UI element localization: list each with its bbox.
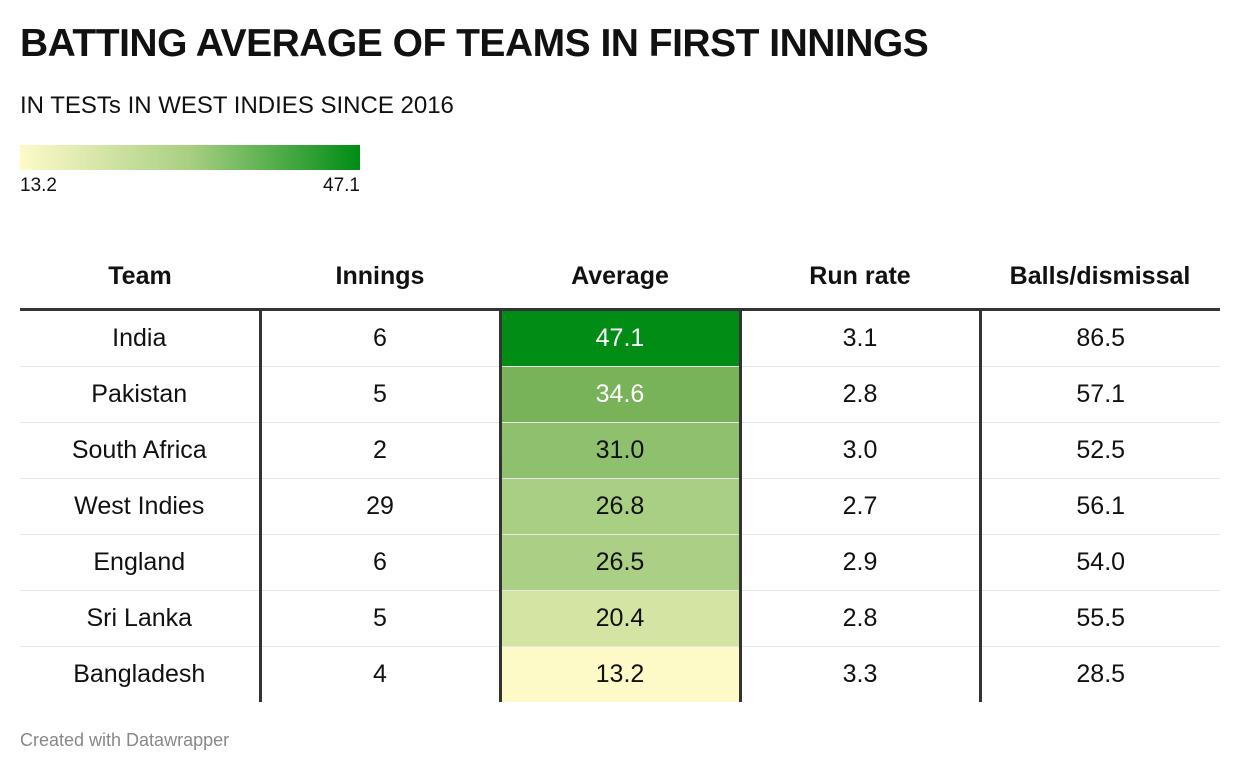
cell-innings: 6 <box>260 534 502 591</box>
cell-team: Pakistan <box>20 366 262 423</box>
cell-average: 47.1 <box>500 309 742 367</box>
cell-average: 34.6 <box>500 366 742 423</box>
cell-innings: 2 <box>260 422 502 479</box>
cell-balls: 55.5 <box>980 590 1220 647</box>
chart-subtitle: IN TESTs IN WEST INDIES SINCE 2016 <box>20 92 454 119</box>
table-row: Sri Lanka 5 20.4 2.8 55.5 <box>20 590 1220 647</box>
cell-balls: 57.1 <box>980 366 1220 423</box>
cell-balls: 28.5 <box>1076 660 1126 688</box>
color-legend: 13.2 47.1 <box>20 145 360 197</box>
table-row: India 6 47.1 3.1 86.5 <box>20 309 1220 367</box>
cell-innings: 6 <box>260 309 502 367</box>
column-header[interactable]: Team <box>20 244 260 311</box>
cell-team: England <box>20 534 262 591</box>
cell-innings: 29 <box>260 478 502 535</box>
cell-innings: 5 <box>260 590 502 647</box>
legend-min: 13.2 <box>20 175 57 196</box>
chart-title: BATTING AVERAGE OF TEAMS IN FIRST INNING… <box>20 22 929 65</box>
cell-balls: 56.1 <box>980 478 1220 535</box>
cell-team: South Africa <box>20 422 262 479</box>
cell-run-rate: 3.0 <box>740 422 982 479</box>
cell-run-rate: 2.9 <box>740 534 982 591</box>
cell-team: Sri Lanka <box>20 590 262 647</box>
data-table: Team Innings Average Run rate Balls/dismissa… <box>20 244 1220 702</box>
cell-average: 13.2 <box>500 646 742 702</box>
table-row: England 6 26.5 2.9 54.0 <box>20 534 1220 591</box>
cell-run-rate: 3.3 <box>740 646 982 702</box>
column-header[interactable]: Balls/dismissal <box>980 244 1220 311</box>
cell-balls: 54.0 <box>980 534 1220 591</box>
column-header[interactable]: Run rate <box>740 244 980 311</box>
cell-run-rate: 2.8 <box>740 366 982 423</box>
cell-run-rate: 2.7 <box>740 478 982 535</box>
cell-innings: 4 <box>260 646 502 702</box>
cell-team: India <box>20 309 262 367</box>
cell-average: 20.4 <box>500 590 742 647</box>
cell-team: Bangladesh <box>20 646 262 702</box>
legend-max: 47.1 <box>323 175 360 196</box>
table-row: Bangladesh 4 13.2 3.3 28.5 <box>20 646 1220 702</box>
column-header[interactable]: Average <box>500 244 740 311</box>
cell-run-rate: 2.8 <box>740 590 982 647</box>
footer-credit: Created with Datawrapper <box>20 730 230 750</box>
cell-run-rate: 3.1 <box>740 309 982 367</box>
table-row: South Africa 2 31.0 3.0 52.5 <box>20 422 1220 479</box>
table-row: West Indies 29 26.8 2.7 56.1 <box>20 478 1220 535</box>
cell-balls: 52.5 <box>980 422 1220 479</box>
cell-team: West Indies <box>20 478 262 535</box>
cell-balls: 86.5 <box>980 309 1220 367</box>
cell-innings: 5 <box>260 366 502 423</box>
legend-gradient <box>20 145 360 170</box>
cell-average: 26.5 <box>500 534 742 591</box>
cell-average: 31.0 <box>500 422 742 479</box>
table-row: Pakistan 5 34.6 2.8 57.1 <box>20 366 1220 423</box>
column-header[interactable]: Innings <box>260 244 500 311</box>
cell-average: 26.8 <box>500 478 742 535</box>
